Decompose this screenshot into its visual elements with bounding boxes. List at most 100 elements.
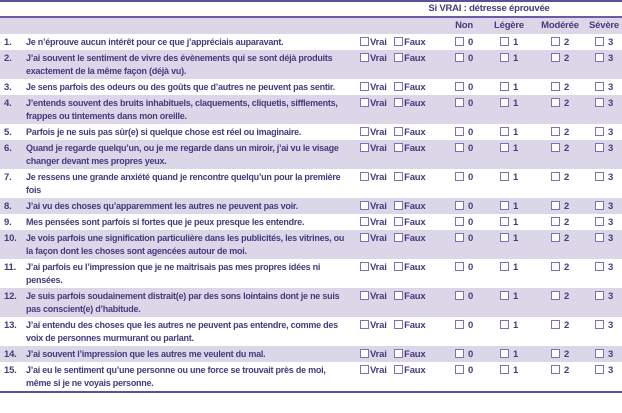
- faux-checkbox[interactable]: [394, 82, 404, 91]
- rating-0-checkbox[interactable]: [454, 37, 464, 46]
- faux-checkbox[interactable]: [394, 365, 404, 374]
- faux-option[interactable]: Faux: [394, 217, 426, 228]
- rating-2-checkbox[interactable]: [550, 201, 560, 210]
- rating-0-checkbox[interactable]: [454, 291, 464, 300]
- rating-3-checkbox[interactable]: [594, 143, 604, 152]
- vrai-checkbox[interactable]: [360, 37, 369, 46]
- rating-1-checkbox[interactable]: [499, 262, 509, 271]
- faux-checkbox[interactable]: [394, 53, 404, 62]
- rating-3-checkbox[interactable]: [594, 37, 604, 46]
- rating-0-checkbox[interactable]: [454, 127, 464, 136]
- rating-1-checkbox[interactable]: [499, 37, 509, 46]
- vrai-checkbox[interactable]: [360, 217, 369, 226]
- rating-2-checkbox[interactable]: [550, 233, 560, 242]
- rating-2-checkbox[interactable]: [550, 82, 560, 91]
- rating-3-checkbox[interactable]: [594, 262, 604, 271]
- faux-option[interactable]: Faux: [394, 37, 426, 48]
- faux-checkbox[interactable]: [394, 291, 404, 300]
- faux-checkbox[interactable]: [394, 217, 404, 226]
- faux-option[interactable]: Faux: [394, 320, 426, 331]
- rating-1-checkbox[interactable]: [499, 127, 509, 136]
- faux-option[interactable]: Faux: [394, 98, 426, 109]
- vrai-option[interactable]: Vrai: [360, 143, 387, 154]
- faux-checkbox[interactable]: [394, 127, 404, 136]
- rating-1-checkbox[interactable]: [499, 172, 509, 181]
- rating-2-checkbox[interactable]: [550, 291, 560, 300]
- faux-checkbox[interactable]: [394, 201, 404, 210]
- vrai-option[interactable]: Vrai: [360, 217, 387, 228]
- vrai-option[interactable]: Vrai: [360, 172, 387, 183]
- vrai-checkbox[interactable]: [360, 53, 369, 62]
- vrai-option[interactable]: Vrai: [360, 291, 387, 302]
- vrai-option[interactable]: Vrai: [360, 201, 387, 212]
- rating-3-checkbox[interactable]: [594, 349, 604, 358]
- rating-0-checkbox[interactable]: [454, 349, 464, 358]
- rating-1-checkbox[interactable]: [499, 291, 509, 300]
- vrai-checkbox[interactable]: [360, 98, 369, 107]
- faux-option[interactable]: Faux: [394, 82, 426, 93]
- vrai-checkbox[interactable]: [360, 349, 369, 358]
- rating-0-checkbox[interactable]: [454, 233, 464, 242]
- rating-3-checkbox[interactable]: [594, 291, 604, 300]
- rating-2-checkbox[interactable]: [550, 37, 560, 46]
- faux-option[interactable]: Faux: [394, 262, 426, 273]
- rating-0-checkbox[interactable]: [454, 143, 464, 152]
- vrai-checkbox[interactable]: [360, 201, 369, 210]
- faux-option[interactable]: Faux: [394, 233, 426, 244]
- faux-option[interactable]: Faux: [394, 291, 426, 302]
- faux-checkbox[interactable]: [394, 233, 404, 242]
- rating-0-checkbox[interactable]: [454, 201, 464, 210]
- vrai-checkbox[interactable]: [360, 291, 369, 300]
- rating-2-checkbox[interactable]: [550, 365, 560, 374]
- rating-2-checkbox[interactable]: [550, 143, 560, 152]
- vrai-checkbox[interactable]: [360, 262, 369, 271]
- vrai-option[interactable]: Vrai: [360, 233, 387, 244]
- rating-1-checkbox[interactable]: [499, 349, 509, 358]
- vrai-option[interactable]: Vrai: [360, 53, 387, 64]
- vrai-option[interactable]: Vrai: [360, 320, 387, 331]
- rating-2-checkbox[interactable]: [550, 172, 560, 181]
- rating-0-checkbox[interactable]: [454, 217, 464, 226]
- vrai-option[interactable]: Vrai: [360, 349, 387, 360]
- faux-option[interactable]: Faux: [394, 127, 426, 138]
- faux-option[interactable]: Faux: [394, 172, 426, 183]
- rating-0-checkbox[interactable]: [454, 53, 464, 62]
- rating-3-checkbox[interactable]: [594, 98, 604, 107]
- rating-2-checkbox[interactable]: [550, 349, 560, 358]
- rating-1-checkbox[interactable]: [499, 365, 509, 374]
- faux-checkbox[interactable]: [394, 349, 404, 358]
- vrai-option[interactable]: Vrai: [360, 365, 387, 376]
- rating-1-checkbox[interactable]: [499, 143, 509, 152]
- rating-0-checkbox[interactable]: [454, 365, 464, 374]
- vrai-option[interactable]: Vrai: [360, 82, 387, 93]
- vrai-checkbox[interactable]: [360, 365, 369, 374]
- rating-0-checkbox[interactable]: [454, 262, 464, 271]
- rating-2-checkbox[interactable]: [550, 53, 560, 62]
- faux-option[interactable]: Faux: [394, 201, 426, 212]
- rating-3-checkbox[interactable]: [594, 233, 604, 242]
- faux-checkbox[interactable]: [394, 37, 404, 46]
- vrai-checkbox[interactable]: [360, 233, 369, 242]
- rating-3-checkbox[interactable]: [594, 127, 604, 136]
- rating-0-checkbox[interactable]: [454, 320, 464, 329]
- faux-checkbox[interactable]: [394, 143, 404, 152]
- faux-checkbox[interactable]: [394, 98, 404, 107]
- rating-1-checkbox[interactable]: [499, 233, 509, 242]
- vrai-checkbox[interactable]: [360, 127, 369, 136]
- rating-0-checkbox[interactable]: [454, 172, 464, 181]
- rating-1-checkbox[interactable]: [499, 82, 509, 91]
- vrai-option[interactable]: Vrai: [360, 262, 387, 273]
- faux-checkbox[interactable]: [394, 172, 404, 181]
- rating-2-checkbox[interactable]: [550, 127, 560, 136]
- rating-3-checkbox[interactable]: [594, 320, 604, 329]
- faux-option[interactable]: Faux: [394, 143, 426, 154]
- faux-checkbox[interactable]: [394, 262, 404, 271]
- vrai-checkbox[interactable]: [360, 320, 369, 329]
- rating-2-checkbox[interactable]: [550, 217, 560, 226]
- rating-3-checkbox[interactable]: [594, 217, 604, 226]
- rating-3-checkbox[interactable]: [594, 201, 604, 210]
- rating-1-checkbox[interactable]: [499, 217, 509, 226]
- rating-3-checkbox[interactable]: [594, 53, 604, 62]
- rating-1-checkbox[interactable]: [499, 201, 509, 210]
- rating-3-checkbox[interactable]: [594, 82, 604, 91]
